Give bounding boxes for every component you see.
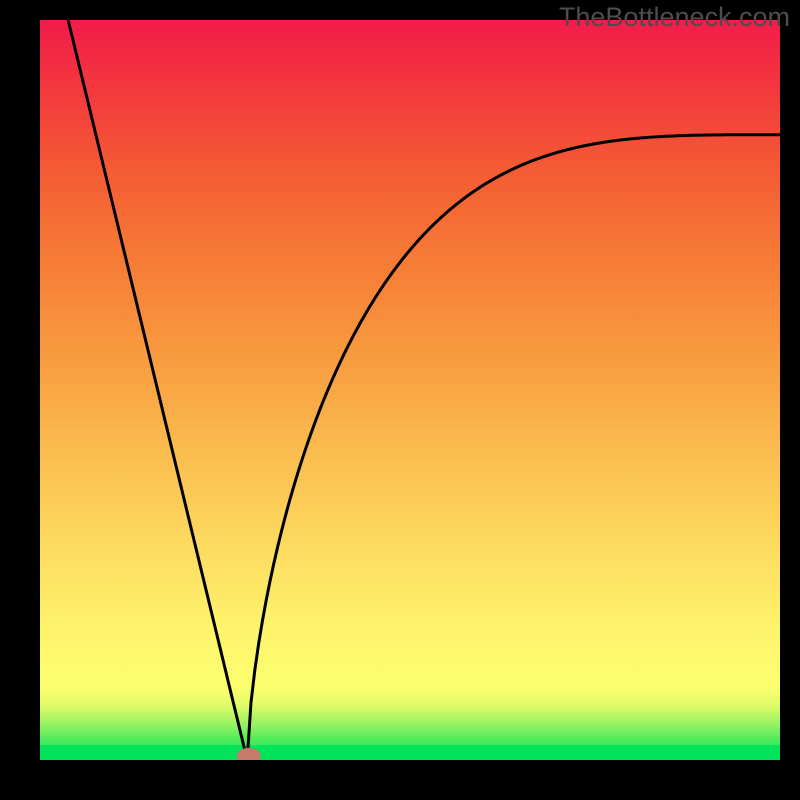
gradient-background bbox=[40, 20, 780, 760]
chart-svg bbox=[40, 20, 780, 760]
plot-area bbox=[40, 20, 780, 760]
chart-frame: TheBottleneck.com bbox=[0, 0, 800, 800]
baseline-band bbox=[40, 745, 780, 760]
